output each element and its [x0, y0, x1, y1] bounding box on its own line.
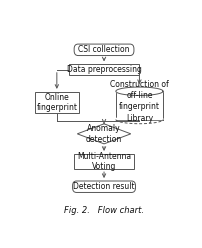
Polygon shape	[115, 87, 162, 95]
Polygon shape	[115, 115, 162, 120]
Bar	[69, 64, 138, 75]
Text: Fig. 2.   Flow chart.: Fig. 2. Flow chart.	[64, 206, 143, 215]
FancyBboxPatch shape	[74, 44, 133, 56]
Text: Detection result: Detection result	[73, 182, 134, 191]
Polygon shape	[77, 124, 130, 144]
Text: Data preprocessing: Data preprocessing	[66, 65, 141, 74]
Text: Online
fingerprint: Online fingerprint	[36, 93, 77, 112]
FancyBboxPatch shape	[72, 181, 135, 192]
Bar	[74, 154, 133, 169]
Text: Multi-Antenna
Voting: Multi-Antenna Voting	[77, 152, 130, 171]
Text: Anomaly
detection: Anomaly detection	[85, 124, 122, 144]
Bar	[115, 91, 162, 120]
Text: Construction of
off-line
fingerprint
Library: Construction of off-line fingerprint Lib…	[109, 80, 168, 123]
Text: CSI collection: CSI collection	[78, 45, 129, 54]
Bar	[35, 92, 79, 113]
